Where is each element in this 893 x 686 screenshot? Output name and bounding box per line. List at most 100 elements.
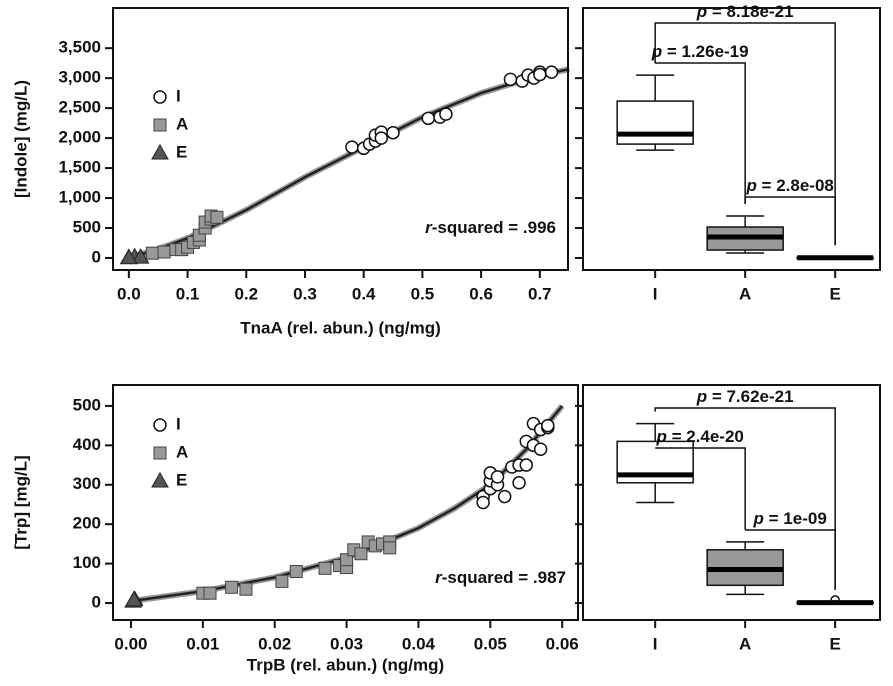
p-value: p = 2.8e-08: [745, 176, 833, 195]
y-tick-label: 100: [73, 553, 101, 572]
p-text: = 8.18e-21: [707, 2, 794, 21]
p-italic: p: [745, 176, 756, 195]
point: [503, 72, 518, 87]
legend-marker: [153, 446, 167, 460]
annotation-text: -squared = .987: [442, 568, 566, 587]
plot-frame: [112, 7, 569, 271]
legend-marker: [151, 471, 169, 488]
x-tick-label: I: [653, 634, 658, 653]
point: [318, 561, 332, 575]
legend-label: A: [176, 114, 188, 133]
point: [289, 565, 303, 579]
y-tick-label: 2,000: [58, 128, 101, 147]
point: [490, 470, 505, 484]
y-tick-label: 400: [73, 435, 101, 454]
fit-line: [128, 67, 570, 260]
plot-frame: [112, 384, 579, 621]
point: [354, 547, 368, 561]
point: [225, 580, 239, 594]
point: [124, 590, 143, 607]
point: [541, 418, 555, 433]
y-tick-label: 0: [92, 247, 101, 266]
x-tick-label: A: [739, 284, 751, 303]
x-tick-label: 0.02: [258, 634, 291, 653]
p-text: = 1.26e-19: [662, 42, 749, 61]
x-tick-label: 0.00: [114, 634, 147, 653]
point: [421, 111, 436, 126]
p-text: = 2.4e-20: [667, 427, 744, 446]
y-tick-label: 2,500: [58, 98, 101, 117]
x-tick-label: 0.1: [176, 284, 200, 303]
point: [533, 67, 547, 82]
legend-label: E: [176, 142, 187, 161]
outlier: [830, 595, 840, 605]
point: [386, 125, 400, 140]
bracket: [654, 22, 836, 246]
x-tick-label: 0.06: [546, 634, 579, 653]
x-tick-label: 0.01: [186, 634, 219, 653]
point: [157, 245, 171, 259]
y-tick-label: 200: [73, 514, 101, 533]
p-value: p = 1.26e-19: [651, 42, 749, 61]
y-axis-label: [Trp] [mg/L]: [11, 455, 30, 549]
x-tick-label: A: [739, 634, 751, 653]
point: [439, 107, 453, 121]
point: [383, 541, 397, 555]
x-tick-label: E: [829, 634, 840, 653]
point: [203, 586, 217, 600]
legend-label: I: [176, 86, 181, 105]
bracket: [654, 62, 746, 205]
p-value: p = 8.18e-21: [696, 2, 794, 21]
x-tick-label: 0.3: [293, 284, 317, 303]
point: [497, 489, 512, 504]
p-italic: p: [753, 509, 764, 528]
point: [239, 582, 253, 596]
x-tick-label: 0.7: [528, 284, 552, 303]
x-axis-label: TrpB (rel. abun.) (ng/mg): [247, 655, 444, 674]
p-value: p = 2.4e-20: [655, 427, 743, 446]
y-tick-label: 0: [92, 593, 101, 612]
bracket: [655, 447, 746, 530]
point: [374, 131, 389, 145]
legend-label: E: [176, 470, 187, 489]
bracket: [654, 407, 836, 590]
p-italic: p: [651, 42, 662, 61]
x-tick-label: 0.2: [234, 284, 258, 303]
x-tick-label: 0.5: [411, 284, 435, 303]
x-tick-label: 0.4: [352, 284, 376, 303]
plot-frame: [582, 7, 881, 271]
annotation: r-squared = .996: [425, 218, 556, 237]
legend-label: I: [176, 414, 181, 433]
y-tick-label: 1,500: [58, 158, 101, 177]
legend-marker: [153, 418, 167, 432]
y-axis-label: [Indole] (mg/L): [11, 80, 30, 198]
annotation-italic: r: [425, 218, 433, 237]
legend-marker: [153, 90, 167, 104]
x-tick-label: 0.6: [469, 284, 493, 303]
plot-frame: [582, 384, 881, 621]
point: [131, 248, 150, 264]
x-tick-label: E: [829, 284, 840, 303]
annotation: r-squared = .987: [435, 568, 566, 587]
y-tick-label: 3,500: [58, 38, 101, 57]
point: [145, 246, 159, 260]
bracket: [744, 196, 836, 246]
box: [616, 100, 694, 145]
point: [340, 553, 354, 567]
annotation-italic: r: [435, 568, 443, 587]
x-axis-label: TnaA (rel. abun.) (ng/mg): [240, 318, 441, 337]
p-italic: p: [696, 387, 707, 406]
point: [119, 248, 138, 265]
p-text: = 2.8e-08: [757, 176, 834, 195]
point: [210, 210, 224, 224]
y-tick-label: 500: [73, 218, 101, 237]
bracket: [745, 529, 836, 590]
point: [476, 495, 490, 510]
y-tick-label: 3,000: [58, 68, 101, 87]
point: [345, 140, 359, 154]
legend-marker: [153, 118, 167, 132]
p-value: p = 7.62e-21: [696, 387, 794, 406]
point: [275, 574, 289, 588]
y-tick-label: 1,000: [58, 188, 101, 207]
